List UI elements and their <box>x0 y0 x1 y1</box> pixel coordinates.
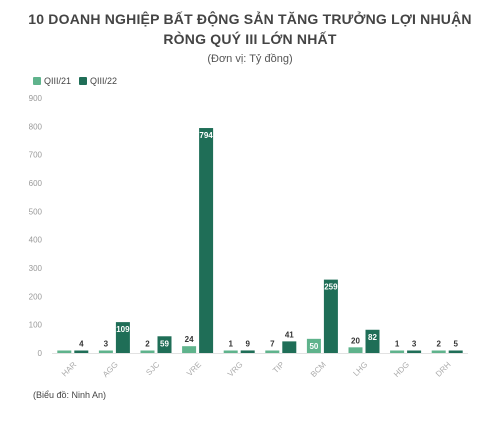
data-label-q3-22: 109 <box>116 325 130 334</box>
data-label-q3-22: 9 <box>245 339 250 348</box>
data-label-q3-22: 4 <box>79 340 84 349</box>
bar-q3-21 <box>57 350 72 353</box>
bar-q3-21 <box>98 350 113 353</box>
y-tick-label: 400 <box>29 236 43 245</box>
bar-q3-22 <box>448 350 463 353</box>
data-label-q3-21: 1 <box>395 340 400 349</box>
x-tick-label: DRH <box>434 360 453 379</box>
bar-q3-21 <box>306 338 321 353</box>
bar-q3-21 <box>431 350 446 353</box>
y-tick-label: 600 <box>29 179 43 188</box>
data-label-q3-22: 41 <box>285 330 294 339</box>
data-label-q3-21: 50 <box>309 342 318 351</box>
y-tick-label: 0 <box>38 349 43 358</box>
data-label-q3-21: 24 <box>185 335 194 344</box>
bar-q3-21 <box>182 346 197 353</box>
legend-label-q3-22: QIII/22 <box>90 76 118 86</box>
y-tick-label: 800 <box>29 122 43 131</box>
bar-q3-22 <box>365 329 380 353</box>
x-tick-label: VRE <box>185 360 203 378</box>
data-label-q3-22: 5 <box>453 340 458 349</box>
data-label-q3-22: 82 <box>368 333 377 342</box>
data-label-q3-22: 259 <box>324 283 338 292</box>
bar-q3-22 <box>157 336 172 353</box>
x-tick-label: AGG <box>101 360 120 379</box>
bar-q3-21 <box>265 350 280 353</box>
y-tick-label: 200 <box>29 292 43 301</box>
bar-q3-22 <box>115 322 130 353</box>
bar-q3-22 <box>74 350 89 353</box>
legend-item-q3-21: QIII/21 <box>33 76 71 86</box>
y-tick-label: 100 <box>29 321 43 330</box>
data-label-q3-22: 794 <box>199 131 213 140</box>
x-tick-label: HAR <box>60 360 78 378</box>
data-label-q3-21: 2 <box>145 340 150 349</box>
bar-q3-21 <box>140 350 155 353</box>
bar-q3-22 <box>407 350 422 353</box>
data-label-q3-21: 3 <box>104 340 109 349</box>
y-tick-label: 700 <box>29 151 43 160</box>
bar-q3-21 <box>390 350 405 353</box>
data-label-q3-21: 2 <box>436 340 441 349</box>
data-label-q3-21: 7 <box>270 340 275 349</box>
bar-q3-21 <box>223 350 238 353</box>
x-tick-label: HDG <box>392 360 411 379</box>
bar-q3-22 <box>323 279 338 353</box>
chart-legend: QIII/21 QIII/22 <box>33 76 117 86</box>
chart-subtitle: (Đơn vị: Tỷ đồng) <box>207 53 293 65</box>
legend-swatch-q3-21 <box>33 77 41 85</box>
data-label-q3-21: 1 <box>228 340 233 349</box>
x-tick-label: SJC <box>144 360 161 377</box>
legend-label-q3-21: QIII/21 <box>44 76 72 86</box>
legend-item-q3-22: QIII/22 <box>79 76 117 86</box>
x-tick-label: BCM <box>309 360 328 379</box>
data-label-q3-22: 3 <box>412 340 417 349</box>
x-tick-label: LHG <box>351 360 369 378</box>
y-tick-label: 300 <box>29 264 43 273</box>
bar-q3-22 <box>199 128 214 353</box>
bar-q3-22 <box>282 341 297 353</box>
bar-q3-22 <box>240 350 255 353</box>
chart-title-line-2: RÒNG QUÝ III LỚN NHẤT <box>163 31 337 47</box>
chart-source-note: (Biểu đồ: Ninh An) <box>33 390 107 400</box>
y-tick-label: 500 <box>29 207 43 216</box>
chart-title-line-1: 10 DOANH NGHIỆP BẤT ĐỘNG SẢN TĂNG TRƯỞNG… <box>28 11 472 27</box>
x-tick-label: VRG <box>226 360 245 379</box>
bar-q3-21 <box>348 347 363 353</box>
legend-swatch-q3-22 <box>79 77 88 85</box>
data-label-q3-22: 59 <box>160 339 169 348</box>
x-tick-label: TIP <box>271 360 286 375</box>
y-tick-label: 900 <box>29 94 43 103</box>
data-label-q3-21: 20 <box>351 336 360 345</box>
